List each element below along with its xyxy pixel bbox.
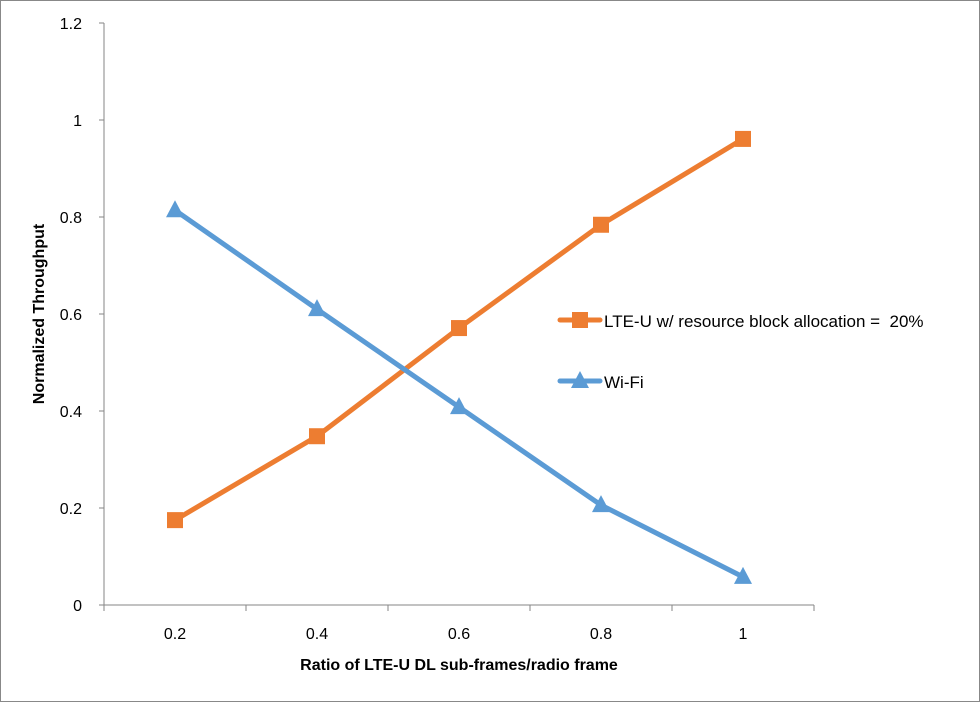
legend-label: Wi-Fi <box>604 373 644 392</box>
y-tick-label: 0.2 <box>60 501 82 518</box>
data-point <box>308 299 326 317</box>
x-tick-label: 0.2 <box>164 626 186 643</box>
legend-marker <box>572 312 588 328</box>
data-point <box>593 216 609 233</box>
x-tick-label: 0.4 <box>306 626 328 643</box>
y-axis-label: Normalized Throughput <box>31 223 48 404</box>
x-tick-label: 0.6 <box>448 626 470 643</box>
data-point <box>735 130 751 147</box>
data-point <box>450 397 468 415</box>
data-point <box>734 566 752 584</box>
y-tick-label: 0 <box>73 598 82 615</box>
y-tick-label: 0.4 <box>60 404 82 421</box>
x-axis-label: Ratio of LTE-U DL sub-frames/radio frame <box>300 657 618 674</box>
y-tick-label: 0.8 <box>60 210 82 227</box>
data-point <box>592 495 610 513</box>
x-tick-label: 0.8 <box>590 626 612 643</box>
data-point <box>451 320 467 337</box>
legend-marker <box>571 371 589 388</box>
y-tick-label: 0.6 <box>60 307 82 324</box>
data-point <box>166 200 184 218</box>
data-point <box>167 512 183 529</box>
series-line-1 <box>173 208 745 580</box>
x-tick-label: 1 <box>739 626 748 643</box>
data-point <box>309 428 325 445</box>
y-tick-label: 1.2 <box>60 16 82 33</box>
y-tick-label: 1 <box>73 113 82 130</box>
legend-label: LTE-U w/ resource block allocation = 20% <box>604 312 924 331</box>
